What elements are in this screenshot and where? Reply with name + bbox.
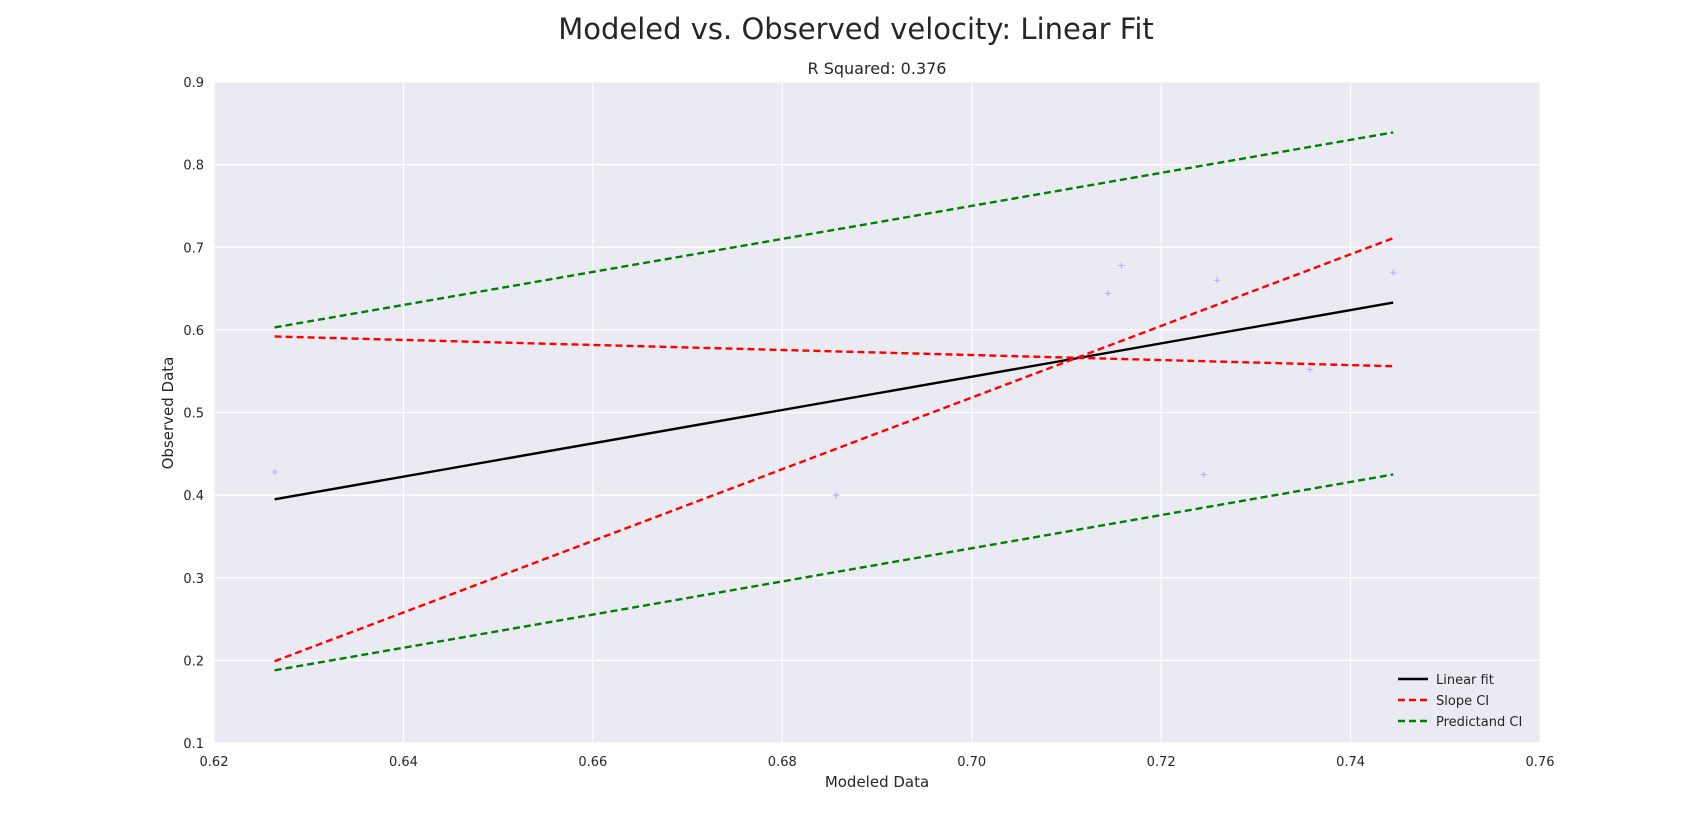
- y-tick-label: 0.8: [183, 159, 204, 174]
- scatter-point: [1105, 290, 1112, 297]
- series-line-predictand-ci: [274, 473, 1394, 672]
- scatter-point: [833, 492, 840, 499]
- y-tick-label: 0.5: [183, 407, 204, 422]
- x-tick-label: 0.68: [768, 755, 797, 770]
- x-axis-label: Modeled Data: [825, 773, 929, 791]
- x-tick-label: 0.72: [1147, 755, 1176, 770]
- x-tick-label: 0.62: [200, 755, 229, 770]
- legend-label: Slope CI: [1436, 694, 1489, 709]
- y-tick-label: 0.2: [183, 654, 204, 669]
- y-axis-label: Observed Data: [159, 357, 177, 470]
- scatter-point: [1200, 471, 1207, 478]
- x-tick-label: 0.64: [389, 755, 418, 770]
- scatter-point: [1390, 269, 1397, 276]
- scatter-point: [271, 468, 278, 475]
- y-tick-labels: 0.1 0.2 0.3 0.4 0.5 0.6 0.7 0.8 0.9: [183, 76, 204, 752]
- series-layer: [274, 131, 1394, 672]
- series-line-slope-ci: [274, 237, 1394, 663]
- x-tick-label: 0.70: [957, 755, 986, 770]
- scatter-point: [1118, 262, 1125, 269]
- legend-item: Slope CI: [1398, 694, 1489, 709]
- y-tick-label: 0.6: [183, 324, 204, 339]
- legend-label: Linear fit: [1436, 673, 1494, 688]
- x-tick-label: 0.66: [578, 755, 607, 770]
- y-tick-label: 0.1: [183, 737, 204, 752]
- y-tick-label: 0.3: [183, 572, 204, 587]
- x-tick-labels: 0.62 0.64 0.66 0.68 0.70 0.72 0.74 0.76: [200, 755, 1555, 770]
- grid-lines: [213, 81, 1541, 744]
- scatter-point: [1214, 277, 1221, 284]
- y-tick-label: 0.7: [183, 241, 204, 256]
- legend-item: Linear fit: [1398, 673, 1494, 688]
- y-tick-label: 0.4: [183, 489, 204, 504]
- series-line-linear-fit: [274, 301, 1394, 501]
- chart-subtitle: R Squared: 0.376: [808, 59, 947, 78]
- legend-item: Predictand CI: [1398, 715, 1522, 730]
- scatter-layer: [271, 262, 1397, 499]
- x-tick-label: 0.76: [1526, 755, 1555, 770]
- chart-title: Modeled vs. Observed velocity: Linear Fi…: [558, 12, 1154, 46]
- legend-label: Predictand CI: [1436, 715, 1522, 730]
- legend: Linear fit Slope CI Predictand CI: [1398, 673, 1522, 730]
- scatter-point: [1306, 366, 1313, 373]
- series-line-predictand-ci: [274, 131, 1394, 329]
- x-tick-label: 0.74: [1336, 755, 1365, 770]
- y-tick-label: 0.9: [183, 76, 204, 91]
